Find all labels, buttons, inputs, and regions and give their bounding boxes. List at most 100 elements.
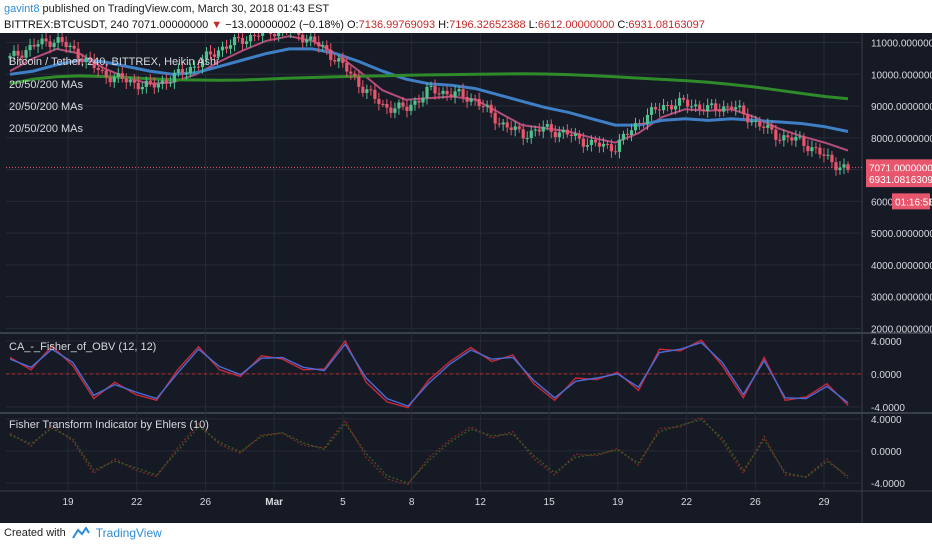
candle-body xyxy=(794,136,798,141)
candle-body xyxy=(385,103,389,108)
candle-body xyxy=(445,90,449,95)
candle-body xyxy=(361,86,365,93)
candle-body xyxy=(12,50,16,56)
candle-body xyxy=(140,87,144,90)
candle-body xyxy=(593,139,597,143)
candle-body xyxy=(589,139,593,146)
candle-body xyxy=(112,76,116,83)
candle-body xyxy=(152,83,156,88)
ehlers-pane[interactable] xyxy=(9,416,849,486)
candle-body xyxy=(433,85,437,94)
fisher-obv-pane[interactable] xyxy=(6,339,862,409)
candle-body xyxy=(473,98,477,100)
last-price: 7071.00000000 xyxy=(131,19,209,31)
candle-body xyxy=(160,80,164,84)
price-badge-label: 01:16:58 xyxy=(895,197,932,208)
candle-body xyxy=(32,44,36,47)
candle-body xyxy=(782,135,786,141)
candle-body xyxy=(8,55,12,59)
candle-body xyxy=(309,36,313,40)
y-tick-label: 2000.00000000 xyxy=(871,324,932,335)
candle-body xyxy=(220,46,225,51)
candle-body xyxy=(28,44,32,51)
x-tick-label: 19 xyxy=(612,497,624,508)
candle-body xyxy=(649,107,654,115)
candle-body xyxy=(36,44,40,47)
candle-body xyxy=(48,41,52,48)
candle-body xyxy=(120,73,124,79)
close-label: C: xyxy=(617,19,629,31)
candle-body xyxy=(252,35,257,37)
candle-body xyxy=(449,94,453,97)
created-with-text: Created with xyxy=(4,527,66,539)
candle-body xyxy=(136,82,140,90)
candle-body xyxy=(128,79,132,83)
candle-body xyxy=(702,109,706,112)
candle-body xyxy=(802,136,806,146)
candle-body xyxy=(365,89,369,93)
x-tick-label: 22 xyxy=(681,497,693,508)
tradingview-brand[interactable]: TradingView xyxy=(95,526,162,540)
author-link[interactable]: gavint8 xyxy=(4,3,40,15)
candle-body xyxy=(814,147,818,149)
footer: Created with TradingView xyxy=(4,526,162,540)
candle-body xyxy=(329,49,333,61)
candle-body xyxy=(509,127,513,131)
candle-body xyxy=(549,124,553,132)
candle-body xyxy=(710,103,714,106)
candle-body xyxy=(425,86,429,98)
candle-body xyxy=(405,106,409,111)
y-tick-label: 11000.00000000 xyxy=(871,39,932,50)
candle-body xyxy=(481,106,485,108)
candle-body xyxy=(232,37,237,46)
candle-body xyxy=(754,120,758,122)
candle-body xyxy=(677,97,682,106)
candle-body xyxy=(629,130,634,135)
candle-body xyxy=(818,147,822,155)
osc-y-tick-label: 4.0000 xyxy=(871,337,902,348)
candle-body xyxy=(333,60,337,62)
candle-body xyxy=(718,110,722,112)
candle-body xyxy=(240,37,245,44)
chart-canvas[interactable]: 11000.00000000 10000.00000000 9000.0000000… xyxy=(0,33,932,523)
ma50-line xyxy=(9,47,849,133)
candle-body xyxy=(673,105,678,110)
candle-body xyxy=(461,89,465,98)
candle-body xyxy=(577,133,581,139)
candle-body xyxy=(437,93,441,95)
candle-body xyxy=(345,62,349,72)
candle-body xyxy=(273,34,277,37)
candle-body xyxy=(116,73,120,77)
candle-body xyxy=(726,106,730,108)
candle-body xyxy=(537,129,541,132)
candle-body xyxy=(613,151,618,153)
candle-body xyxy=(381,103,385,105)
candle-body xyxy=(421,97,425,103)
candle-body xyxy=(72,45,76,49)
candle-body xyxy=(200,59,205,68)
candle-body xyxy=(357,76,361,87)
candle-body xyxy=(100,69,104,71)
price-pane[interactable] xyxy=(8,33,850,176)
candle-body xyxy=(525,137,529,139)
candle-body xyxy=(766,124,770,128)
candle-body xyxy=(465,97,469,102)
price-badge xyxy=(866,171,932,188)
candle-body xyxy=(409,104,413,111)
candle-body xyxy=(236,37,241,39)
candle-body xyxy=(389,107,393,113)
tradingview-logo-icon xyxy=(71,527,90,539)
candle-body xyxy=(621,133,626,140)
candle-body xyxy=(188,66,193,74)
candle-body xyxy=(76,48,80,59)
candle-body xyxy=(810,147,814,152)
candle-body xyxy=(477,98,481,107)
candle-body xyxy=(401,102,405,107)
low-value: 6612.00000000 xyxy=(537,19,615,31)
candle-body xyxy=(750,121,754,123)
candle-body xyxy=(164,80,168,84)
candle-body xyxy=(742,105,746,115)
candle-body xyxy=(846,164,850,170)
candle-body xyxy=(657,109,662,111)
osc-y-tick-label: 4.0000 xyxy=(871,415,902,426)
